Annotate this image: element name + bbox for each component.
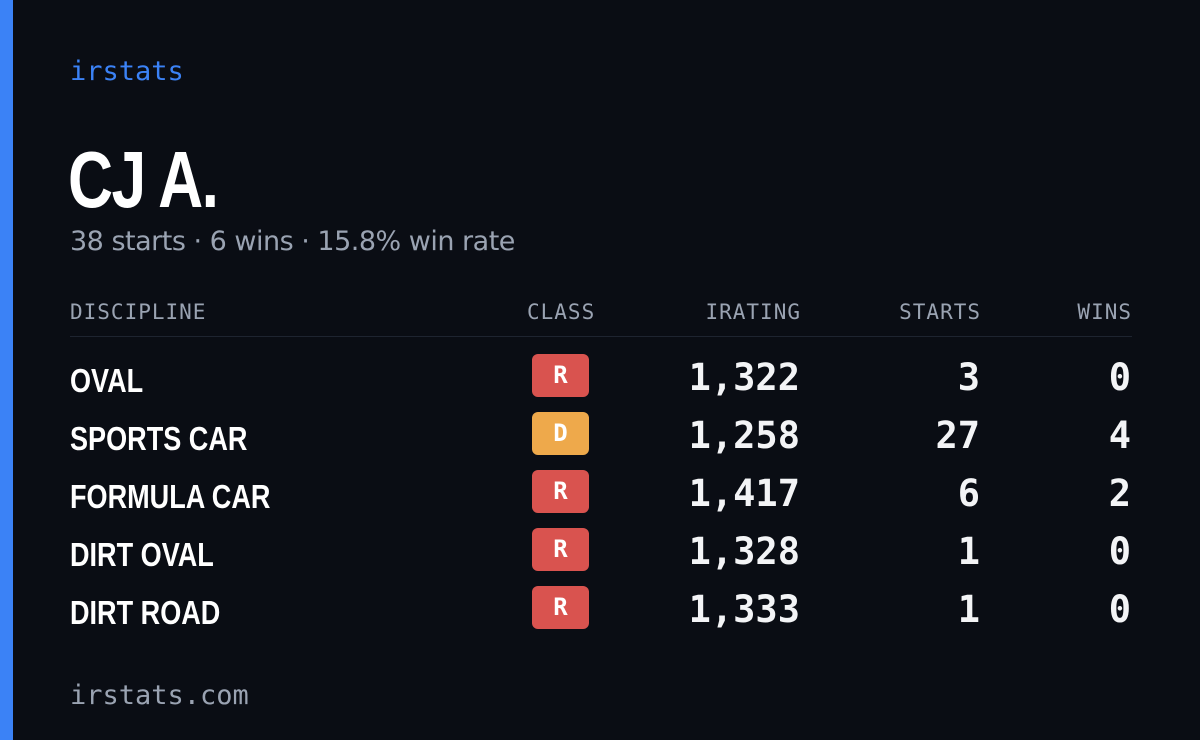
wins-value: 0 <box>1108 356 1131 399</box>
starts-value: 1 <box>957 588 980 631</box>
table-body: OVAL R 1,322 3 0 SPORTS CAR D 1,258 27 4… <box>70 354 1132 644</box>
starts-value: 27 <box>935 414 980 457</box>
table-row: OVAL R 1,322 3 0 <box>70 354 1132 412</box>
table-row: SPORTS CAR D 1,258 27 4 <box>70 412 1132 470</box>
player-name: CJ A. <box>68 135 219 224</box>
footer-url: irstats.com <box>70 680 249 711</box>
starts-value: 6 <box>957 472 980 515</box>
header-irating: IRATING <box>705 300 801 324</box>
discipline-name: FORMULA CAR <box>70 478 271 515</box>
wins-value: 0 <box>1108 530 1131 573</box>
discipline-name: DIRT ROAD <box>70 594 221 631</box>
discipline-name: DIRT OVAL <box>70 536 214 573</box>
class-badge: R <box>532 354 589 397</box>
starts-value: 1 <box>957 530 980 573</box>
table-row: DIRT ROAD R 1,333 1 0 <box>70 586 1132 644</box>
accent-bar <box>0 0 13 740</box>
irating-value: 1,322 <box>688 356 800 399</box>
header-wins: WINS <box>1077 300 1132 324</box>
class-badge: R <box>532 528 589 571</box>
header-discipline: DISCIPLINE <box>70 300 207 324</box>
wins-value: 4 <box>1108 414 1131 457</box>
wins-value: 0 <box>1108 588 1131 631</box>
discipline-name: OVAL <box>70 362 144 399</box>
irating-value: 1,258 <box>688 414 800 457</box>
class-badge: R <box>532 470 589 513</box>
table-header: DISCIPLINE CLASS IRATING STARTS WINS <box>70 296 1132 337</box>
wins-value: 2 <box>1108 472 1131 515</box>
header-starts: STARTS <box>899 300 981 324</box>
player-summary: 38 starts · 6 wins · 15.8% win rate <box>70 226 515 257</box>
irating-value: 1,333 <box>688 588 800 631</box>
irating-value: 1,328 <box>688 530 800 573</box>
class-badge: R <box>532 586 589 629</box>
class-badge: D <box>532 412 589 455</box>
brand-logo: irstats <box>70 56 184 87</box>
discipline-table: DISCIPLINE CLASS IRATING STARTS WINS OVA… <box>70 296 1132 631</box>
header-class: CLASS <box>527 300 596 324</box>
irating-value: 1,417 <box>688 472 800 515</box>
starts-value: 3 <box>957 356 980 399</box>
table-row: FORMULA CAR R 1,417 6 2 <box>70 470 1132 528</box>
table-row: DIRT OVAL R 1,328 1 0 <box>70 528 1132 586</box>
discipline-name: SPORTS CAR <box>70 420 248 457</box>
